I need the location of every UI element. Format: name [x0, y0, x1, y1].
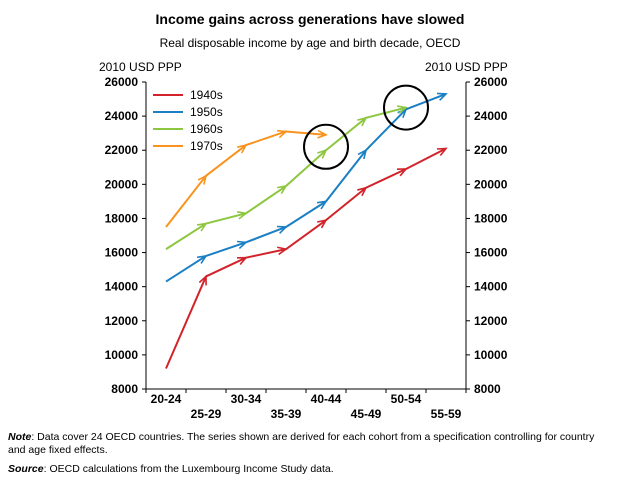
y-tick-label-left: 12000 — [105, 314, 139, 328]
legend-label: 1970s — [190, 139, 223, 153]
chart-subtitle: Real disposable income by age and birth … — [160, 36, 461, 50]
series-1970s — [165, 129, 328, 228]
note-text: : Data cover 24 OECD countries. The seri… — [8, 431, 595, 456]
y-tick-label-left: 8000 — [111, 382, 138, 396]
y-axis-label-right: 2010 USD PPP — [425, 60, 508, 74]
notes: Note: Data cover 24 OECD countries. The … — [8, 431, 613, 482]
x-tick-label: 40-44 — [311, 392, 342, 406]
y-tick-label-right: 20000 — [474, 177, 508, 191]
x-tick-label: 55-59 — [431, 407, 462, 421]
legend-label: 1950s — [190, 105, 223, 119]
source-text: : OECD calculations from the Luxembourg … — [43, 463, 334, 475]
series-line — [165, 93, 447, 283]
y-tick-label-right: 16000 — [474, 246, 508, 260]
x-tick-label: 20-24 — [151, 392, 182, 406]
annotation-circle — [303, 123, 349, 170]
series-1960s — [165, 105, 408, 250]
y-tick-label-left: 16000 — [105, 246, 139, 260]
note-label: Note — [8, 431, 32, 443]
source-label: Source — [8, 463, 44, 475]
x-tick-label: 50-54 — [391, 392, 422, 406]
series-line — [165, 147, 447, 369]
y-tick-label-right: 24000 — [474, 109, 508, 123]
series-layer — [165, 92, 448, 369]
legend-label: 1940s — [190, 88, 223, 102]
y-tick-label-right: 10000 — [474, 348, 508, 362]
y-tick-label-left: 14000 — [105, 280, 139, 294]
y-tick-label-right: 14000 — [474, 280, 508, 294]
legend: 1940s 1950s 1960s 1970s — [153, 88, 223, 153]
note: Note: Data cover 24 OECD countries. The … — [8, 431, 613, 457]
y-tick-label-left: 26000 — [105, 75, 139, 89]
y-tick-label-left: 18000 — [105, 211, 139, 225]
y-tick-label-right: 26000 — [474, 75, 508, 89]
y-tick-label-left: 10000 — [105, 348, 139, 362]
axes: 8000 8000 10000 10000 12000 12000 14000 14000 16… — [105, 75, 508, 421]
annotation-circle — [383, 84, 429, 131]
x-tick-label: 30-34 — [231, 392, 262, 406]
y-tick-label-right: 22000 — [474, 143, 508, 157]
x-tick-label: 35-39 — [271, 407, 302, 421]
y-axis-label-left: 2010 USD PPP — [99, 60, 182, 74]
source: Source: OECD calculations from the Luxem… — [8, 463, 613, 476]
y-tick-label-right: 18000 — [474, 211, 508, 225]
chart: Income gains across generations have slo… — [99, 11, 508, 421]
legend-label: 1960s — [190, 122, 223, 136]
y-tick-label-left: 24000 — [105, 109, 139, 123]
y-tick-label-right: 8000 — [474, 382, 501, 396]
x-tick-label: 45-49 — [351, 407, 382, 421]
x-tick-label: 25-29 — [191, 407, 222, 421]
y-tick-label-left: 22000 — [105, 143, 139, 157]
annotation-layer — [303, 84, 429, 170]
series-1940s — [165, 147, 448, 369]
y-tick-label-right: 12000 — [474, 314, 508, 328]
y-tick-label-left: 20000 — [105, 177, 139, 191]
chart-title: Income gains across generations have slo… — [156, 11, 465, 27]
